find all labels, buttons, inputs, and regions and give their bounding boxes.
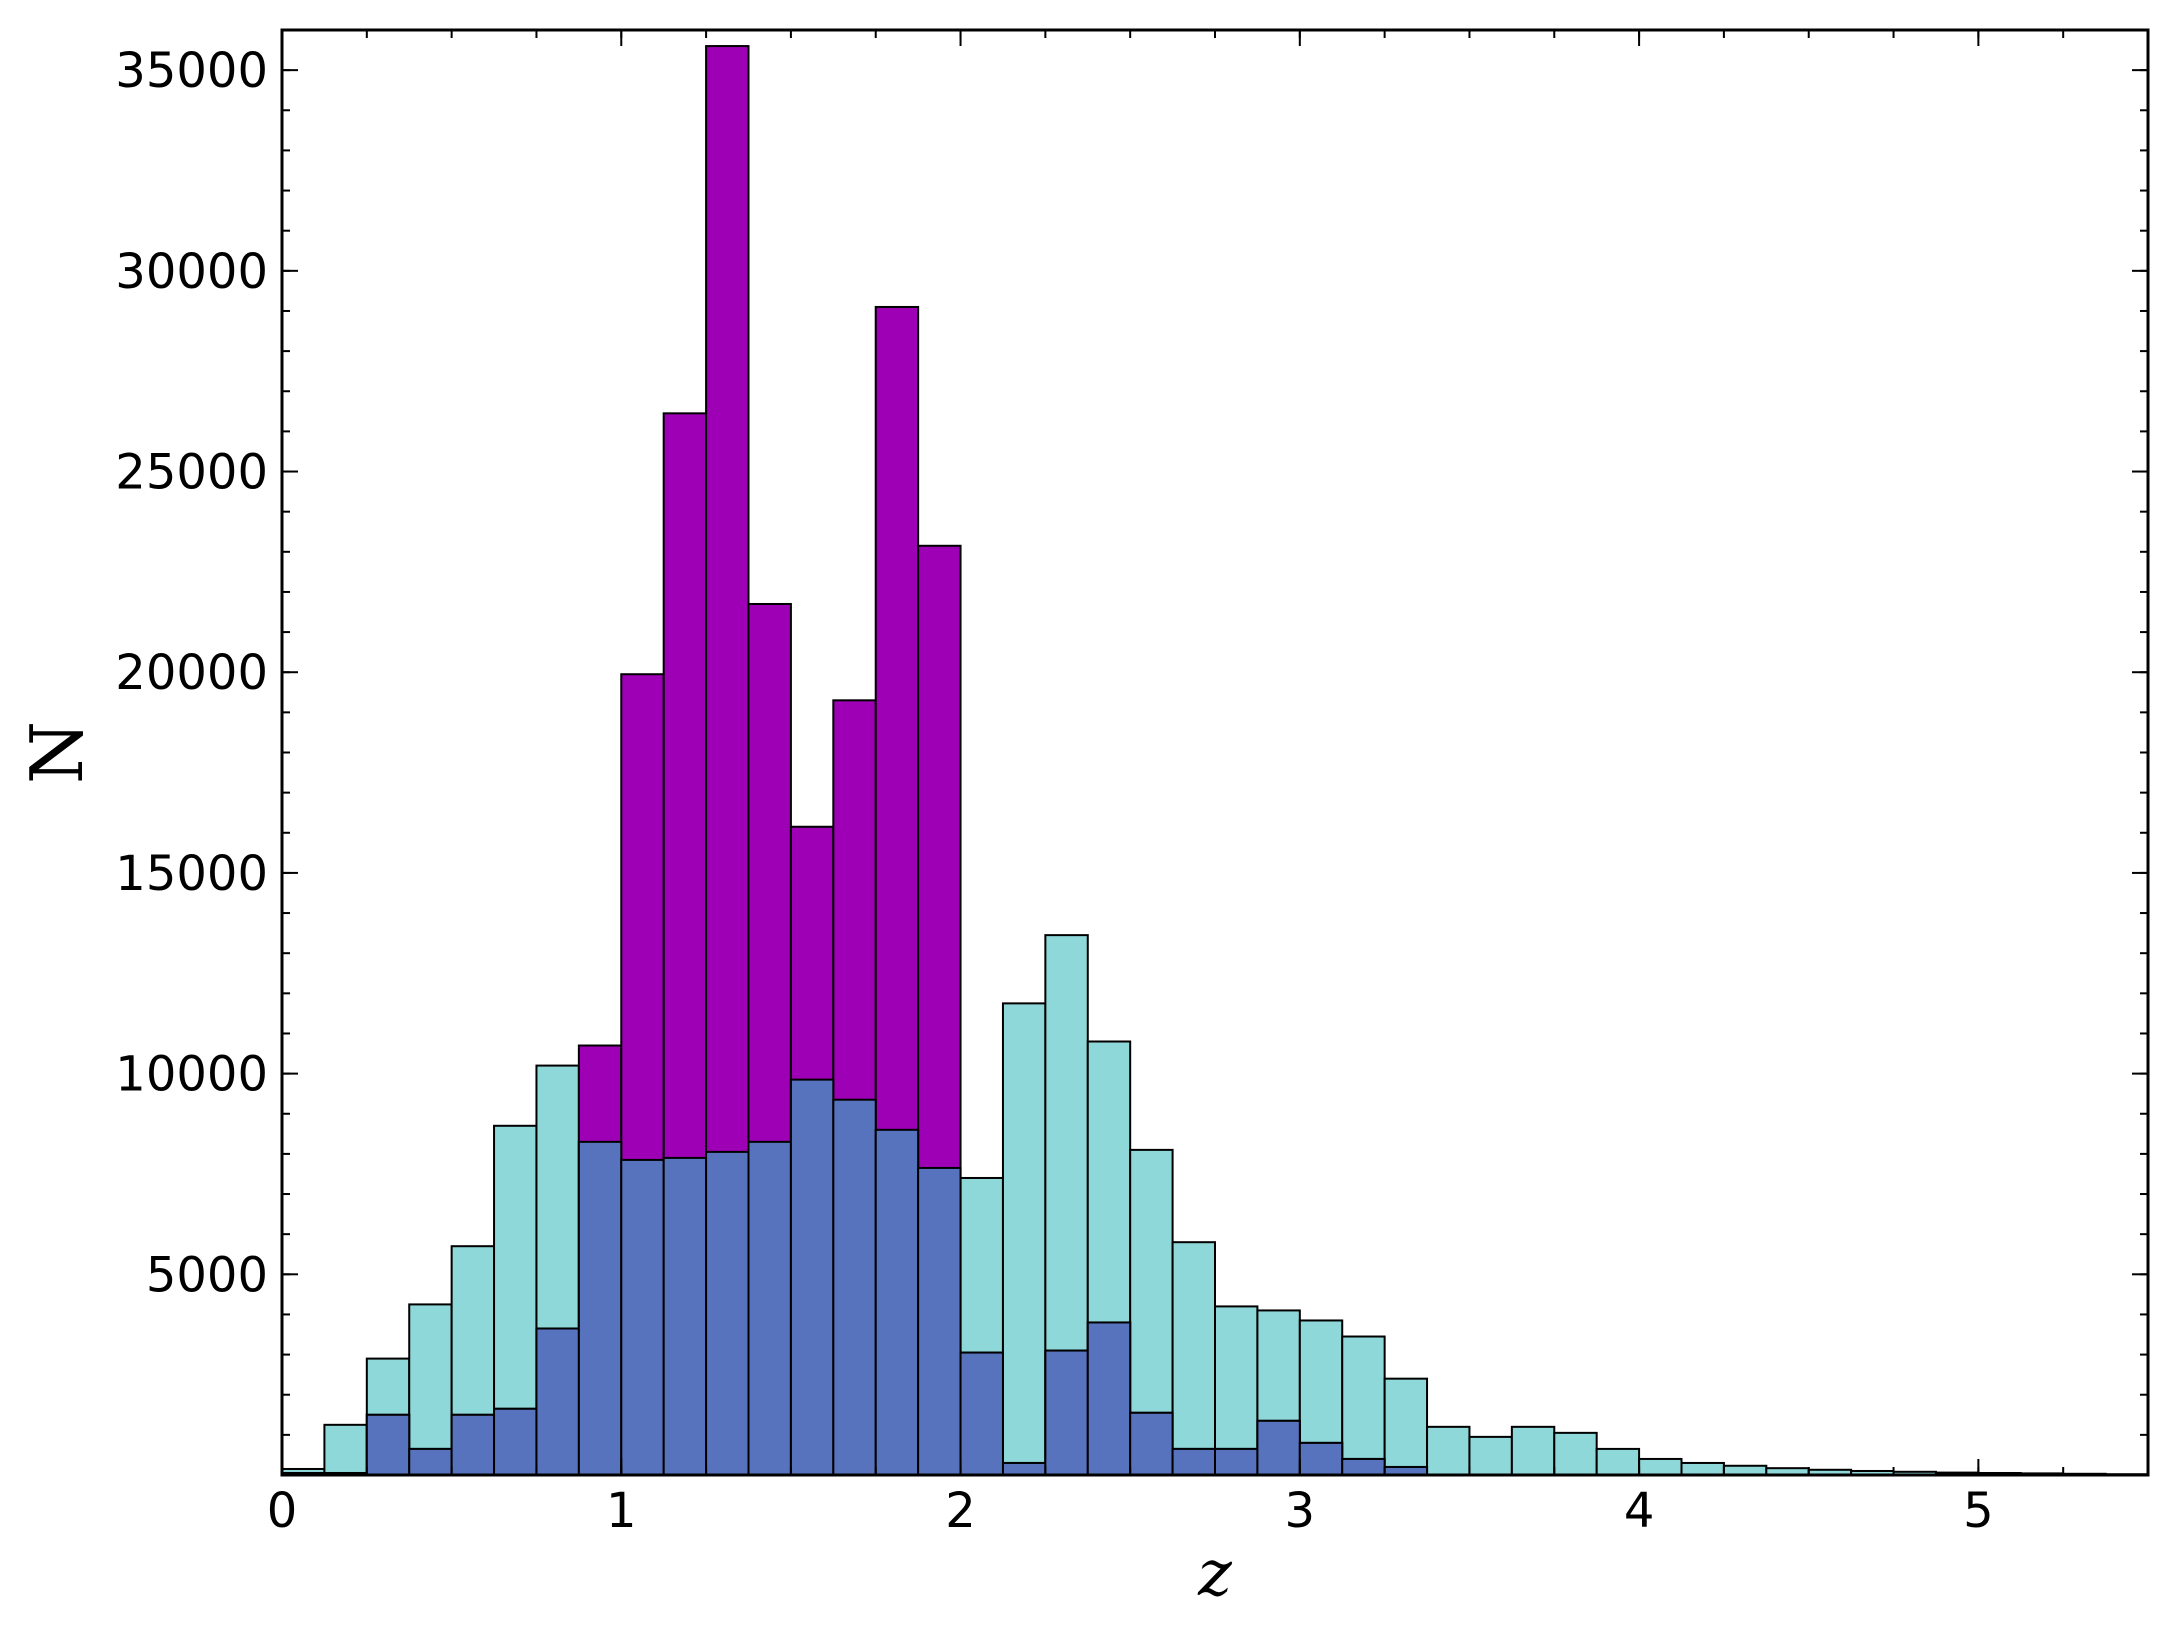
overlap-bar: [1341, 1457, 1386, 1477]
y-tick-label: 35000: [115, 43, 268, 99]
y-tick-label: 10000: [115, 1047, 268, 1103]
x-tick-label: 2: [945, 1483, 976, 1539]
x-tick-label: 4: [1624, 1483, 1655, 1539]
overlap-bar: [874, 1128, 920, 1476]
overlap-bar: [662, 1156, 708, 1477]
overlap-bar: [959, 1351, 1004, 1477]
cyan-bar: [1468, 1435, 1513, 1476]
x-tick-label: 0: [267, 1483, 298, 1539]
overlap-bar: [789, 1078, 835, 1476]
cyan-bar: [1553, 1431, 1598, 1476]
overlap-bars: [281, 1078, 1429, 1477]
cyan-bar: [1341, 1335, 1386, 1477]
overlap-bar: [365, 1413, 411, 1476]
y-tick-label: 20000: [115, 645, 268, 701]
overlap-bar: [1129, 1411, 1174, 1476]
cyan-bar: [1001, 1002, 1047, 1476]
x-tick-label: 3: [1285, 1483, 1316, 1539]
cyan-bar: [1510, 1425, 1556, 1477]
overlap-bar: [1001, 1461, 1047, 1477]
x-tick-label: 1: [606, 1483, 637, 1539]
overlap-bar: [917, 1166, 962, 1476]
y-axis-label: N: [15, 721, 99, 784]
cyan-bar: [1595, 1447, 1641, 1476]
overlap-bar: [705, 1150, 750, 1476]
y-tick-label: 25000: [115, 445, 268, 501]
cyan-bar: [1680, 1461, 1725, 1477]
overlap-bar: [1044, 1349, 1089, 1477]
overlap-bar: [1214, 1447, 1259, 1476]
overlap-bar: [1171, 1447, 1217, 1476]
plot-frame: [280, 28, 2150, 1477]
overlap-bar: [408, 1447, 453, 1476]
tick-labels: 0 1 2 3 4 5 5000 10000 15000 20000 25000 30000 35000: [115, 43, 1993, 1539]
overlap-bar: [577, 1140, 623, 1476]
cyan-bar: [1426, 1425, 1471, 1477]
cyan-bar: [323, 1423, 368, 1477]
overlap-bar: [1256, 1419, 1301, 1476]
y-tick-label: 30000: [115, 244, 268, 300]
cyan-bar: [1171, 1241, 1217, 1477]
overlap-bar: [747, 1140, 792, 1476]
overlap-bar: [1298, 1441, 1344, 1477]
overlap-bar: [450, 1413, 496, 1476]
y-tick-label: 5000: [146, 1247, 268, 1303]
x-axis-label: z: [1197, 1537, 1233, 1611]
overlap-bar: [535, 1327, 580, 1476]
overlap-bar: [493, 1407, 538, 1477]
overlap-bar: [832, 1098, 877, 1477]
cyan-bar: [1638, 1457, 1683, 1477]
cyan-bar: [1383, 1377, 1429, 1476]
overlap-bar: [1086, 1321, 1132, 1476]
y-tick-label: 15000: [115, 846, 268, 902]
x-tick-label: 5: [1963, 1483, 1994, 1539]
overlap-bar: [620, 1158, 665, 1476]
